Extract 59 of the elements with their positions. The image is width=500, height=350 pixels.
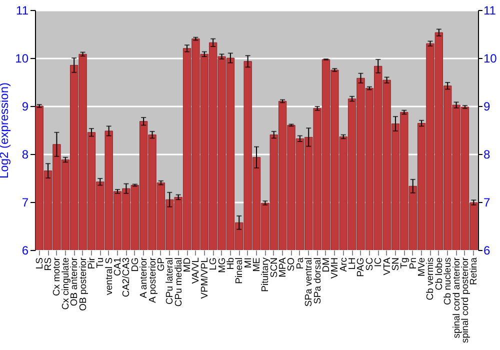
x-tick-label: DM	[320, 257, 332, 272]
x-tick-label: OB posterior	[78, 258, 89, 311]
x-tick-label: CPu lateral	[164, 258, 176, 304]
x-tick-label: A anterior	[138, 258, 150, 298]
x-tick-label: VTA	[382, 256, 393, 276]
x-tick-label: SPa dorsal	[312, 258, 324, 304]
x-tick-label: A posterior	[147, 258, 158, 303]
x-tick-label: Tg	[399, 258, 410, 269]
x-tick-label: spinal cord posterior	[460, 258, 471, 344]
x-tick-label: CPu medial	[173, 258, 184, 307]
y-tick-label: 8	[22, 148, 29, 162]
x-tick-label: ME	[252, 258, 262, 272]
y2-tick-label: 6	[484, 244, 490, 258]
y-tick-label: 6	[22, 244, 29, 258]
x-tick-label: OB anterior	[69, 258, 80, 306]
x-tick-label: RS	[43, 258, 54, 271]
y2-tick-label: 11	[484, 4, 496, 18]
x-tick-label: Pir	[86, 258, 98, 270]
x-tick-label: LS	[34, 258, 46, 270]
x-tick-label: DG	[130, 258, 141, 272]
x-tick-label: Cb lobe	[434, 258, 445, 290]
x-tick-label: VA/VL	[190, 258, 202, 284]
x-tick-label: MG	[216, 258, 228, 273]
y-tick-label: 7	[22, 196, 29, 210]
x-tick-label: GP	[156, 258, 167, 272]
x-tick-label: PAG	[356, 258, 367, 277]
x-tick-label: VMH	[330, 257, 341, 279]
x-tick-label: SO	[286, 258, 298, 272]
y2-tick-label: 10	[484, 52, 498, 66]
x-tick-label: ventral S	[104, 258, 115, 295]
x-tick-label: SCN	[268, 257, 280, 278]
y2-tick-label: 9	[484, 100, 490, 114]
x-tick-label: SN	[390, 257, 402, 271]
x-tick-label: Cb vermis	[425, 257, 436, 300]
y2-tick-label: 7	[484, 196, 490, 210]
x-tick-label: CA2/CA3	[121, 258, 132, 298]
y-tick-label: 10	[15, 52, 29, 66]
x-tick-label: Pa	[294, 256, 306, 270]
x-tick-label: Tu	[95, 258, 106, 268]
y2-tick-label: 8	[484, 148, 490, 162]
x-tick-label: MVe	[416, 258, 428, 277]
x-tick-label: IC	[373, 257, 384, 267]
x-tick-label: Retina	[468, 256, 480, 285]
x-tick-label: SPa ventral	[304, 258, 315, 307]
x-tick-label: Pineal	[234, 258, 246, 284]
x-tick-label: spinal cord anterior	[451, 258, 462, 338]
x-tick-label: Cb nucleus	[442, 257, 454, 306]
x-tick-label: Pn	[408, 258, 419, 270]
x-tick-label: Cx cingulate	[60, 258, 72, 310]
x-tick-label: Hb	[225, 258, 236, 270]
x-tick-label: MI	[242, 258, 254, 268]
x-tick-label: VPM/VPL	[199, 258, 210, 299]
x-tick-label: Cx motor	[52, 258, 63, 296]
x-tick-label: SC	[364, 257, 376, 271]
x-tick-label: LG	[208, 258, 220, 270]
y-tick-label: 9	[22, 100, 29, 114]
x-tick-label: Arc	[338, 257, 350, 272]
y-tick-label: 11	[16, 4, 29, 18]
x-tick-label: Pituitary	[260, 257, 272, 292]
